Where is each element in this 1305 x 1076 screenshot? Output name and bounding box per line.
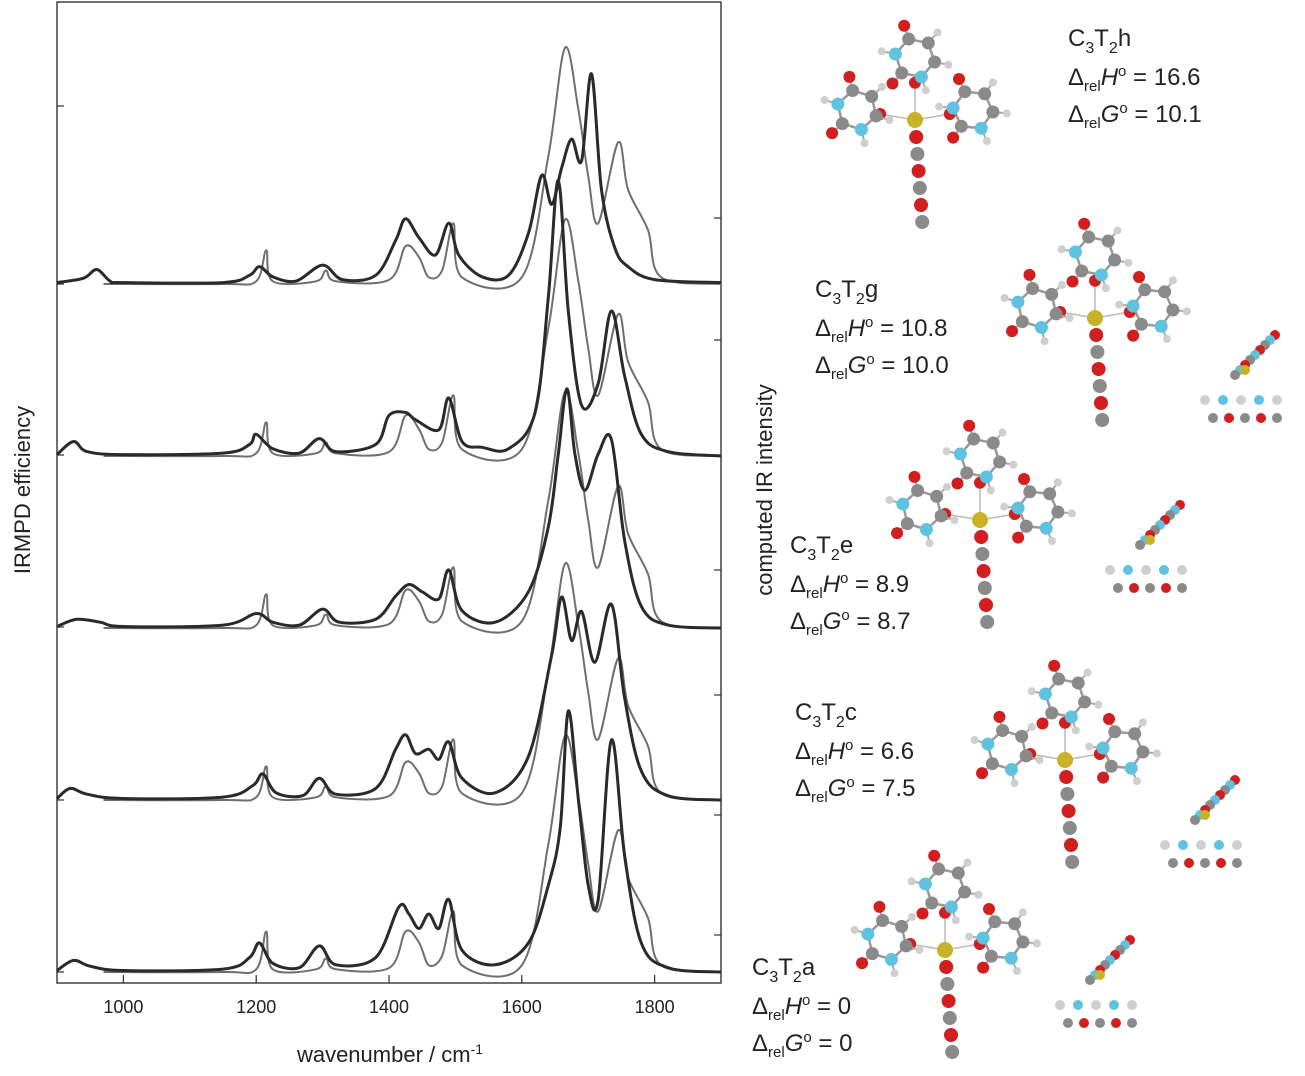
conformer-label: C3T2e xyxy=(790,532,853,564)
x-axis-title-superscript: -1 xyxy=(471,1041,484,1057)
computed-spectrum-line xyxy=(103,390,722,634)
molecule-C3T2e xyxy=(885,419,1076,629)
molecule-C3T2g-side xyxy=(1200,330,1282,423)
enthalpy-value: ΔrelHo = 6.6 xyxy=(795,737,914,769)
spectrum-panel-C3T2g xyxy=(56,178,722,462)
experimental-spectrum-line xyxy=(56,387,722,630)
annotation-C3T2c: C3T2c ΔrelHo = 6.6 ΔrelGo = 7.5 xyxy=(795,699,915,806)
experimental-spectrum-line xyxy=(56,178,722,458)
computed-spectrum-line xyxy=(103,734,722,978)
conformer-label: C3T2g xyxy=(815,276,878,308)
free-energy-value: ΔrelGo = 8.7 xyxy=(790,607,910,639)
x-tick-label: 1600 xyxy=(502,997,542,1017)
x-axis-title-main: wavenumber / cm xyxy=(296,1042,471,1067)
molecule-C3T2c-side xyxy=(1160,775,1242,868)
enthalpy-value: ΔrelHo = 0 xyxy=(752,992,851,1024)
molecule-C3T2h xyxy=(820,19,1011,229)
annotation-C3T2a: C3T2a ΔrelHo = 0 ΔrelGo = 0 xyxy=(752,954,852,1061)
molecule-C3T2c xyxy=(970,659,1161,869)
spectrum-panel-C3T2a xyxy=(56,709,722,978)
x-axis-ticks: 1000 1200 1400 1600 1800 xyxy=(103,975,675,1017)
x-axis-title: wavenumber / cm-1 xyxy=(296,1041,483,1067)
experimental-spectrum-line xyxy=(56,709,722,974)
x-tick-label: 1000 xyxy=(103,997,143,1017)
annotation-C3T2h: C3T2h ΔrelHo = 16.6 ΔrelGo = 10.1 xyxy=(1068,25,1202,132)
free-energy-value: ΔrelGo = 10.0 xyxy=(815,351,949,383)
molecule-C3T2e-side xyxy=(1105,500,1187,593)
molecule-C3T2a-side xyxy=(1055,935,1137,1028)
computed-spectrum-line xyxy=(103,218,722,462)
experimental-spectrum-line xyxy=(56,595,722,802)
molecule-C3T2g xyxy=(1000,217,1191,427)
right-axis-ticks xyxy=(714,217,721,936)
conformer-label: C3T2c xyxy=(795,699,857,731)
spectra-series xyxy=(56,46,722,978)
right-y-axis-title: computed IR intensity xyxy=(752,384,777,596)
spectrum-panel-C3T2h xyxy=(56,46,722,290)
conformer-annotations: C3T2h ΔrelHo = 16.6 ΔrelGo = 10.1 C3T2g Δrel… xyxy=(752,25,1202,1061)
enthalpy-value: ΔrelHo = 8.9 xyxy=(790,570,909,602)
computed-spectrum-line xyxy=(103,562,722,806)
molecule-C3T2a xyxy=(850,849,1041,1059)
x-tick-label: 1800 xyxy=(635,997,675,1017)
enthalpy-value: ΔrelHo = 16.6 xyxy=(1068,63,1200,95)
computed-spectrum-line xyxy=(103,46,722,290)
enthalpy-value: ΔrelHo = 10.8 xyxy=(815,314,947,346)
spectrum-panel-C3T2c xyxy=(56,562,722,806)
annotation-C3T2e: C3T2e ΔrelHo = 8.9 ΔrelGo = 8.7 xyxy=(790,532,910,639)
x-tick-label: 1400 xyxy=(369,997,409,1017)
left-y-axis-title: IRMPD efficiency xyxy=(10,406,35,574)
free-energy-value: ΔrelGo = 7.5 xyxy=(795,774,915,806)
experimental-spectrum-line xyxy=(56,72,722,285)
free-energy-value: ΔrelGo = 0 xyxy=(752,1029,852,1061)
annotation-C3T2g: C3T2g ΔrelHo = 10.8 ΔrelGo = 10.0 xyxy=(815,276,949,383)
left-axis-ticks xyxy=(57,105,64,973)
spectrum-panel-C3T2e xyxy=(56,387,722,634)
free-energy-value: ΔrelGo = 10.1 xyxy=(1068,100,1202,132)
conformer-label: C3T2a xyxy=(752,954,816,986)
molecule-structures xyxy=(820,19,1282,1059)
x-tick-label: 1200 xyxy=(236,997,276,1017)
conformer-label: C3T2h xyxy=(1068,25,1131,57)
